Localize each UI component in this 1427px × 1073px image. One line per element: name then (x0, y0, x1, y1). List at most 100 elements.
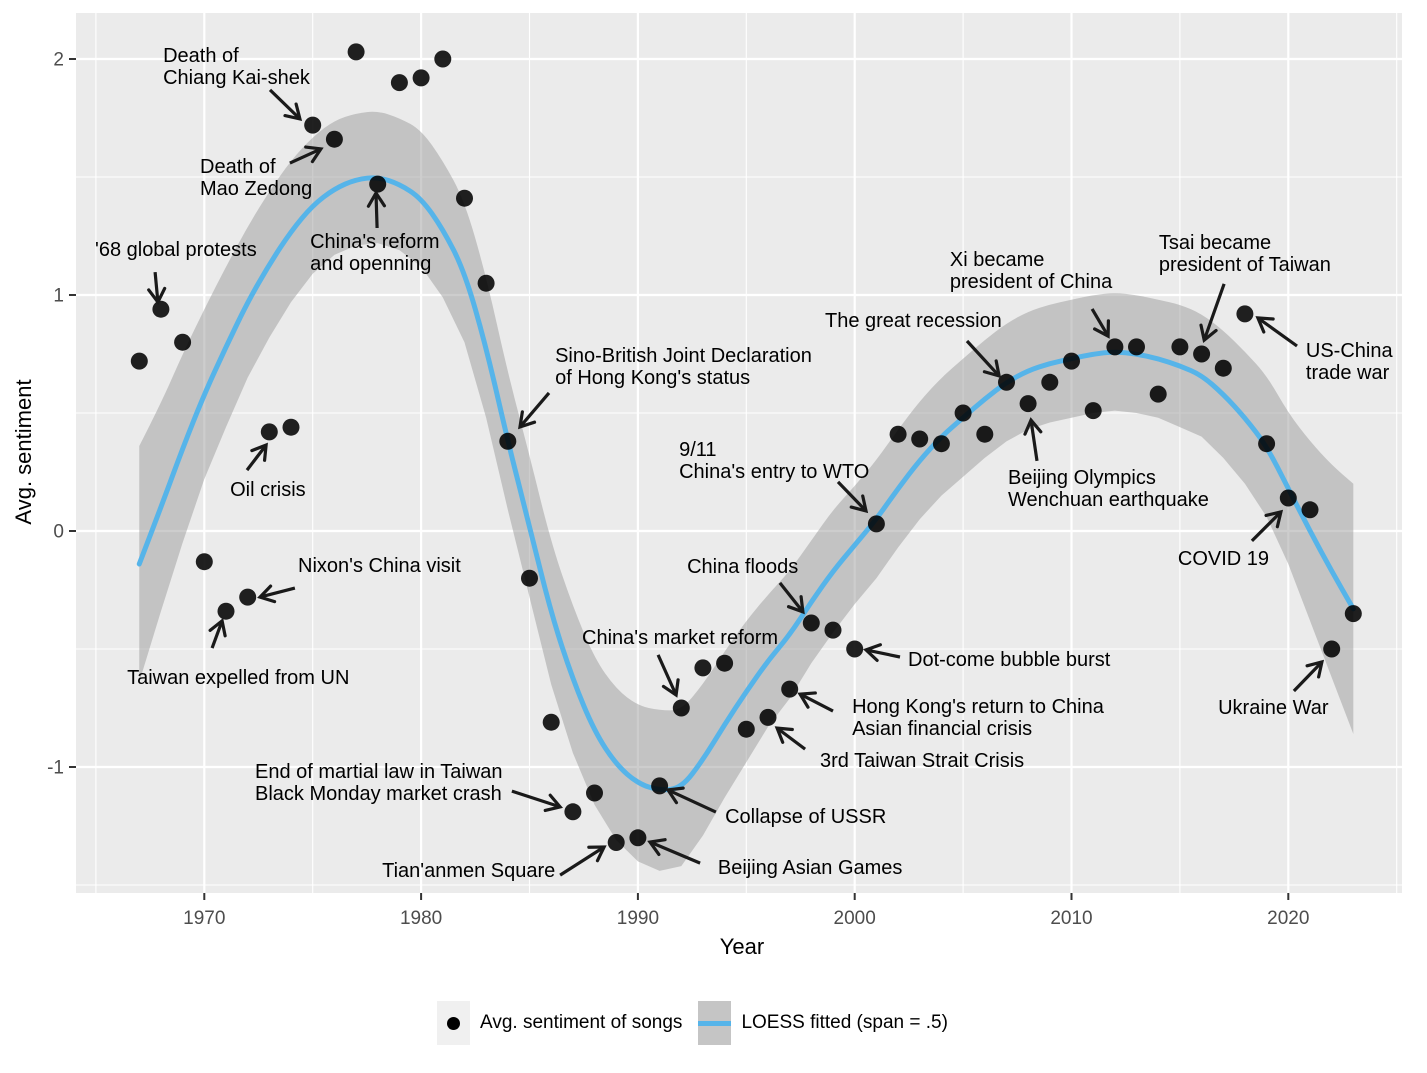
annotation-arrow (511, 789, 564, 813)
annotation-text: of Hong Kong's status (555, 367, 750, 389)
annotation-text: The great recession (825, 310, 1002, 332)
x-axis-title: Year (719, 934, 765, 959)
annotation-text: Ukraine War (1218, 697, 1329, 719)
axis-ticks: 1970 1980 1990 2000 2010 2020 -1 0 1 2 (47, 50, 1309, 930)
data-point (1041, 373, 1059, 391)
data-point (694, 659, 712, 677)
annotation-text: Dot-come bubble burst (908, 649, 1111, 671)
point-swatch-icon (447, 1016, 460, 1030)
annotation-arrow (836, 480, 869, 514)
y-tick-label: 0 (53, 522, 64, 543)
data-point (325, 130, 343, 148)
data-point (976, 425, 994, 443)
data-point (802, 614, 820, 632)
annotation-arrow (366, 189, 387, 229)
annotation-text: Death of (163, 45, 239, 67)
annotation-text: Mao Zedong (200, 178, 312, 200)
data-point (1128, 338, 1145, 356)
annotation-text: COVID 19 (1178, 548, 1269, 570)
data-point (456, 189, 473, 207)
data-point (390, 74, 408, 92)
data-point (867, 515, 885, 533)
annotation-arrow (778, 581, 805, 615)
data-point (260, 423, 278, 441)
annotation-text: and openning (310, 253, 431, 275)
legend-label-loess: LOESS fitted (span = .5) (741, 1012, 948, 1033)
data-point (369, 175, 387, 193)
x-tick-label: 1980 (400, 908, 442, 929)
data-point (304, 116, 322, 134)
annotation-text: Sino-British Joint Declaration (555, 345, 812, 367)
data-point (499, 432, 517, 450)
data-point (651, 777, 669, 795)
data-point (781, 680, 799, 698)
data-point (932, 435, 950, 453)
data-point (282, 418, 300, 436)
annotation-text: China's market reform (582, 627, 778, 649)
legend-key-points (437, 1001, 470, 1045)
data-point (1149, 385, 1167, 403)
data-point (1236, 305, 1254, 323)
data-point (846, 640, 864, 658)
annotation-text: 3rd Taiwan Strait Crisis (820, 750, 1024, 772)
annotation-text: president of Taiwan (1159, 254, 1331, 276)
data-point (998, 373, 1015, 391)
data-point (477, 274, 495, 292)
annotation-text: Chiang Kai-shek (163, 67, 311, 89)
y-tick-label: 2 (53, 50, 64, 71)
data-point (629, 829, 647, 847)
annotation-arrow (559, 845, 607, 877)
data-point (1171, 338, 1189, 356)
x-tick-label: 2020 (1267, 908, 1309, 929)
legend-label-points: Avg. sentiment of songs (480, 1012, 683, 1033)
data-point (1279, 489, 1297, 507)
x-tick-label: 1970 (183, 908, 225, 929)
annotation-text: '68 global protests (95, 239, 257, 261)
data-point (716, 654, 734, 672)
annotation-text: Oil crisis (230, 479, 306, 501)
annotation-text: End of martial law in Taiwan (255, 761, 503, 783)
legend-key-loess (698, 1001, 732, 1045)
annotation-arrow (797, 691, 834, 713)
annotation-arrow (245, 442, 268, 472)
annotation-text: Death of (200, 156, 276, 178)
data-point (195, 553, 213, 571)
annotation-text: US-China (1306, 340, 1394, 362)
annotation-text: president of China (950, 271, 1113, 293)
annotation-text: trade war (1306, 362, 1390, 384)
annotation-arrow (518, 391, 551, 430)
data-point (412, 69, 430, 87)
data-point (586, 784, 603, 802)
annotation-text: Asian financial crisis (852, 718, 1032, 740)
annotation-arrow (1292, 659, 1325, 693)
data-point (1063, 352, 1080, 370)
data-point (152, 300, 170, 318)
data-point (889, 425, 907, 443)
y-tick-label: 1 (53, 286, 64, 307)
data-point (911, 430, 929, 448)
major-gridlines (76, 13, 1402, 893)
y-axis-title: Avg. sentiment (11, 379, 36, 525)
annotation-arrow (1090, 308, 1111, 339)
data-point (521, 569, 538, 587)
annotation-arrow (1199, 283, 1226, 343)
annotation-arrow (289, 145, 324, 165)
annotation-text: Wenchuan earthquake (1008, 489, 1209, 511)
data-point (824, 621, 842, 639)
y-tick-label: -1 (47, 758, 64, 779)
x-tick-label: 2000 (834, 908, 876, 929)
data-point (1301, 501, 1319, 519)
data-point (1344, 605, 1362, 623)
data-point (174, 333, 192, 351)
annotation-text: Beijing Olympics (1008, 467, 1156, 489)
annotation-arrow (257, 584, 296, 604)
scatter-points (130, 43, 1362, 851)
annotation-text: 9/11 (679, 439, 716, 461)
annotation-arrow (1023, 417, 1043, 462)
annotation-text: Xi became (950, 249, 1045, 271)
data-point (542, 713, 560, 731)
loess-line (136, 175, 1356, 793)
annotation-text: Tian'anmen Square (382, 860, 555, 882)
